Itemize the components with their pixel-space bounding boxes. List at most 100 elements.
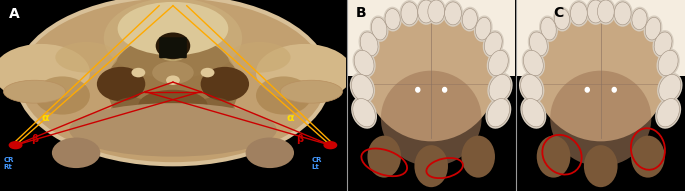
Ellipse shape bbox=[537, 136, 571, 178]
Circle shape bbox=[416, 87, 420, 92]
Ellipse shape bbox=[353, 48, 375, 78]
Ellipse shape bbox=[52, 138, 100, 168]
Ellipse shape bbox=[632, 9, 647, 30]
Ellipse shape bbox=[55, 42, 118, 73]
Ellipse shape bbox=[597, 0, 614, 23]
Text: β: β bbox=[296, 134, 303, 144]
Text: A: A bbox=[9, 7, 19, 21]
Circle shape bbox=[10, 142, 22, 149]
Ellipse shape bbox=[132, 68, 145, 77]
Ellipse shape bbox=[370, 15, 388, 42]
Ellipse shape bbox=[521, 74, 543, 101]
Ellipse shape bbox=[201, 67, 249, 101]
Ellipse shape bbox=[487, 48, 510, 78]
Ellipse shape bbox=[364, 4, 498, 141]
Ellipse shape bbox=[418, 0, 434, 23]
Ellipse shape bbox=[0, 44, 90, 101]
Text: CR
Lt: CR Lt bbox=[311, 158, 322, 170]
Ellipse shape bbox=[367, 136, 401, 178]
Ellipse shape bbox=[530, 32, 547, 56]
Ellipse shape bbox=[571, 2, 587, 25]
Ellipse shape bbox=[475, 17, 491, 40]
Circle shape bbox=[324, 142, 336, 149]
Ellipse shape bbox=[443, 0, 463, 27]
Ellipse shape bbox=[194, 97, 235, 124]
Ellipse shape bbox=[17, 0, 329, 164]
Ellipse shape bbox=[645, 17, 661, 40]
Ellipse shape bbox=[166, 75, 180, 85]
Text: CR
Rt: CR Rt bbox=[3, 158, 14, 170]
Ellipse shape bbox=[256, 44, 353, 101]
Ellipse shape bbox=[584, 145, 618, 187]
Ellipse shape bbox=[3, 80, 66, 103]
Ellipse shape bbox=[280, 80, 342, 103]
Ellipse shape bbox=[657, 73, 682, 103]
Ellipse shape bbox=[358, 30, 379, 58]
Ellipse shape bbox=[381, 71, 482, 166]
Circle shape bbox=[612, 87, 616, 92]
Ellipse shape bbox=[614, 2, 631, 25]
Ellipse shape bbox=[521, 97, 547, 129]
Text: B: B bbox=[356, 6, 366, 20]
Ellipse shape bbox=[149, 105, 197, 143]
Ellipse shape bbox=[399, 0, 419, 27]
Ellipse shape bbox=[612, 0, 633, 27]
Ellipse shape bbox=[138, 90, 208, 120]
Ellipse shape bbox=[108, 33, 238, 138]
Ellipse shape bbox=[201, 68, 214, 77]
Ellipse shape bbox=[522, 99, 545, 127]
Ellipse shape bbox=[487, 99, 510, 127]
Ellipse shape bbox=[630, 7, 649, 32]
Ellipse shape bbox=[653, 30, 674, 58]
Ellipse shape bbox=[385, 9, 400, 30]
Circle shape bbox=[443, 87, 447, 92]
Ellipse shape bbox=[246, 138, 294, 168]
Ellipse shape bbox=[586, 0, 606, 25]
Ellipse shape bbox=[483, 30, 504, 58]
Ellipse shape bbox=[489, 74, 511, 101]
Ellipse shape bbox=[474, 15, 493, 42]
Ellipse shape bbox=[384, 7, 402, 32]
Circle shape bbox=[585, 87, 589, 92]
Ellipse shape bbox=[659, 74, 681, 101]
Ellipse shape bbox=[118, 2, 228, 55]
Bar bbox=[347, 0, 515, 76]
Ellipse shape bbox=[360, 32, 378, 56]
Ellipse shape bbox=[462, 136, 495, 178]
Ellipse shape bbox=[462, 9, 477, 30]
Text: α: α bbox=[287, 113, 295, 123]
Ellipse shape bbox=[488, 73, 512, 103]
Ellipse shape bbox=[523, 50, 543, 76]
Ellipse shape bbox=[534, 4, 668, 141]
Ellipse shape bbox=[414, 145, 448, 187]
Ellipse shape bbox=[484, 32, 502, 56]
Ellipse shape bbox=[354, 50, 374, 76]
Ellipse shape bbox=[550, 71, 651, 166]
Ellipse shape bbox=[527, 30, 549, 58]
Ellipse shape bbox=[654, 32, 672, 56]
Ellipse shape bbox=[657, 99, 680, 127]
Ellipse shape bbox=[97, 67, 145, 101]
Ellipse shape bbox=[351, 74, 373, 101]
Ellipse shape bbox=[159, 46, 187, 61]
Ellipse shape bbox=[228, 42, 290, 73]
Ellipse shape bbox=[631, 136, 664, 178]
Ellipse shape bbox=[111, 97, 152, 124]
Ellipse shape bbox=[426, 0, 447, 25]
FancyBboxPatch shape bbox=[159, 37, 187, 58]
Ellipse shape bbox=[522, 48, 545, 78]
Ellipse shape bbox=[155, 32, 190, 59]
Ellipse shape bbox=[460, 7, 479, 32]
Ellipse shape bbox=[416, 0, 436, 25]
Ellipse shape bbox=[519, 73, 545, 103]
Ellipse shape bbox=[104, 0, 242, 78]
Ellipse shape bbox=[34, 76, 90, 115]
Ellipse shape bbox=[658, 50, 678, 76]
Ellipse shape bbox=[428, 0, 445, 23]
Ellipse shape bbox=[656, 48, 680, 78]
Text: β: β bbox=[31, 134, 38, 144]
Text: C: C bbox=[553, 6, 564, 20]
Ellipse shape bbox=[350, 73, 375, 103]
Ellipse shape bbox=[569, 0, 589, 27]
Text: α: α bbox=[41, 113, 49, 123]
